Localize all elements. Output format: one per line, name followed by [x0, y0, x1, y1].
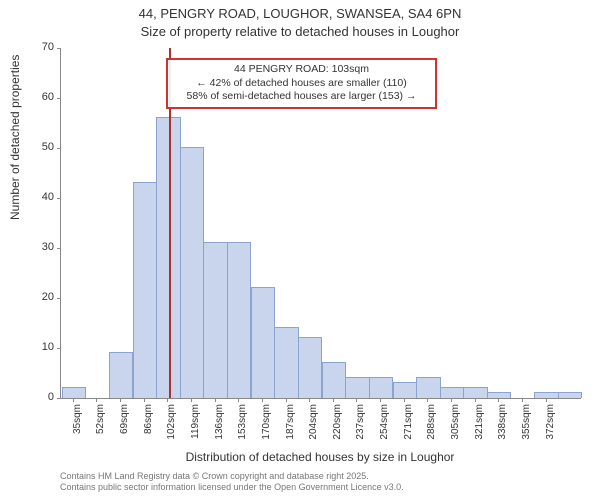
x-tick-label: 170sqm	[261, 404, 272, 454]
y-tick-mark	[57, 198, 61, 199]
x-tick-mark	[215, 398, 216, 402]
x-tick-label: 372sqm	[545, 404, 556, 454]
x-tick-mark	[286, 398, 287, 402]
x-tick-label: 69sqm	[119, 404, 130, 454]
x-tick-label: 86sqm	[143, 404, 154, 454]
y-tick-label: 60	[24, 91, 54, 103]
chart-title-line1: 44, PENGRY ROAD, LOUGHOR, SWANSEA, SA4 6…	[0, 6, 600, 21]
attribution-text: Contains HM Land Registry data © Crown c…	[60, 471, 404, 494]
y-tick-mark	[57, 298, 61, 299]
y-tick-mark	[57, 248, 61, 249]
attribution-line2: Contains public sector information licen…	[60, 482, 404, 494]
histogram-bar	[393, 382, 417, 398]
y-axis-label: Number of detached properties	[8, 55, 22, 220]
annotation-line1: 44 PENGRY ROAD: 103sqm	[174, 63, 429, 77]
x-tick-label: 102sqm	[166, 404, 177, 454]
plot-area: 44 PENGRY ROAD: 103sqm← 42% of detached …	[60, 48, 581, 399]
x-tick-label: 338sqm	[497, 404, 508, 454]
y-tick-label: 50	[24, 141, 54, 153]
x-tick-label: 254sqm	[379, 404, 390, 454]
histogram-bar	[534, 392, 558, 398]
x-tick-mark	[427, 398, 428, 402]
annotation-box: 44 PENGRY ROAD: 103sqm← 42% of detached …	[166, 58, 437, 109]
y-tick-mark	[57, 398, 61, 399]
attribution-line1: Contains HM Land Registry data © Crown c…	[60, 471, 404, 483]
histogram-bar	[109, 352, 133, 398]
x-tick-mark	[238, 398, 239, 402]
x-tick-mark	[73, 398, 74, 402]
histogram-bar	[322, 362, 346, 398]
histogram-bar	[558, 392, 582, 398]
x-tick-mark	[380, 398, 381, 402]
x-tick-label: 305sqm	[450, 404, 461, 454]
x-tick-mark	[546, 398, 547, 402]
x-tick-mark	[404, 398, 405, 402]
x-tick-mark	[356, 398, 357, 402]
chart-container: 44, PENGRY ROAD, LOUGHOR, SWANSEA, SA4 6…	[0, 0, 600, 500]
histogram-bar	[298, 337, 322, 398]
x-tick-mark	[120, 398, 121, 402]
y-tick-mark	[57, 348, 61, 349]
x-tick-label: 153sqm	[237, 404, 248, 454]
x-tick-label: 136sqm	[214, 404, 225, 454]
y-tick-mark	[57, 48, 61, 49]
histogram-bar	[251, 287, 275, 398]
histogram-bar	[227, 242, 251, 398]
x-tick-mark	[522, 398, 523, 402]
x-tick-label: 288sqm	[426, 404, 437, 454]
histogram-bar	[345, 377, 369, 398]
histogram-bar	[416, 377, 440, 398]
x-tick-label: 52sqm	[95, 404, 106, 454]
histogram-bar	[203, 242, 227, 398]
histogram-bar	[440, 387, 464, 398]
x-tick-label: 237sqm	[355, 404, 366, 454]
annotation-line2: ← 42% of detached houses are smaller (11…	[174, 77, 429, 91]
x-tick-mark	[451, 398, 452, 402]
x-tick-mark	[191, 398, 192, 402]
histogram-bar	[463, 387, 487, 398]
y-tick-mark	[57, 148, 61, 149]
x-tick-label: 321sqm	[474, 404, 485, 454]
y-tick-label: 0	[24, 391, 54, 403]
x-tick-label: 187sqm	[285, 404, 296, 454]
histogram-bar	[180, 147, 204, 398]
y-tick-label: 20	[24, 291, 54, 303]
annotation-line3: 58% of semi-detached houses are larger (…	[174, 90, 429, 104]
x-tick-label: 35sqm	[72, 404, 83, 454]
histogram-bar	[274, 327, 298, 398]
x-tick-mark	[475, 398, 476, 402]
y-tick-mark	[57, 98, 61, 99]
histogram-bar	[62, 387, 86, 398]
x-tick-label: 271sqm	[403, 404, 414, 454]
x-tick-mark	[333, 398, 334, 402]
x-tick-mark	[309, 398, 310, 402]
x-tick-mark	[96, 398, 97, 402]
x-tick-mark	[167, 398, 168, 402]
chart-title-line2: Size of property relative to detached ho…	[0, 24, 600, 39]
y-tick-label: 40	[24, 191, 54, 203]
x-tick-label: 204sqm	[308, 404, 319, 454]
histogram-bar	[369, 377, 393, 398]
x-tick-mark	[144, 398, 145, 402]
x-tick-mark	[262, 398, 263, 402]
y-tick-label: 30	[24, 241, 54, 253]
x-tick-label: 355sqm	[521, 404, 532, 454]
x-tick-label: 119sqm	[190, 404, 201, 454]
x-tick-label: 220sqm	[332, 404, 343, 454]
y-tick-label: 70	[24, 41, 54, 53]
y-tick-label: 10	[24, 341, 54, 353]
x-tick-mark	[498, 398, 499, 402]
histogram-bar	[133, 182, 157, 398]
